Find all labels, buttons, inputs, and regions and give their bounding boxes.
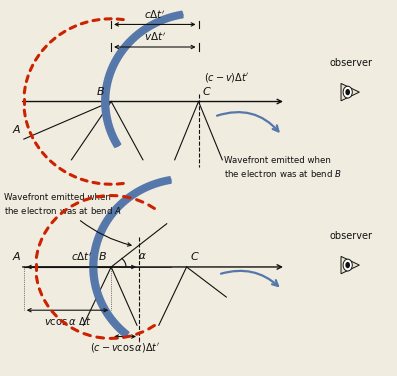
Text: $(c-v)\Delta t^{\prime}$: $(c-v)\Delta t^{\prime}$ [204,71,250,83]
Ellipse shape [343,86,352,98]
Text: $v\Delta t^{\prime}$: $v\Delta t^{\prime}$ [144,31,166,43]
Text: $\alpha$: $\alpha$ [138,251,147,261]
Text: $A$: $A$ [12,123,22,135]
Text: Wavefront emitted when
the electron was at bend $A$: Wavefront emitted when the electron was … [4,194,131,246]
Text: $c\Delta t^{\prime}$: $c\Delta t^{\prime}$ [144,8,166,21]
Text: observer: observer [330,58,373,68]
Polygon shape [341,256,359,274]
Text: $v\cos\alpha\ \Delta t$: $v\cos\alpha\ \Delta t$ [44,315,91,327]
Text: $B$: $B$ [96,85,105,97]
Text: Wavefront emitted when
the electron was at bend $B$: Wavefront emitted when the electron was … [224,156,342,179]
Ellipse shape [345,89,350,95]
Text: observer: observer [330,230,373,241]
Ellipse shape [343,259,352,271]
Text: $B$: $B$ [98,250,107,262]
Text: $(c-v\cos\alpha)\Delta t^{\prime}$: $(c-v\cos\alpha)\Delta t^{\prime}$ [90,341,160,354]
Ellipse shape [345,262,350,268]
Text: $C$: $C$ [202,85,212,97]
Text: $A$: $A$ [12,250,22,262]
Text: $C$: $C$ [190,250,200,262]
Text: $c\Delta t^{\prime}$: $c\Delta t^{\prime}$ [71,251,92,263]
Polygon shape [341,83,359,101]
